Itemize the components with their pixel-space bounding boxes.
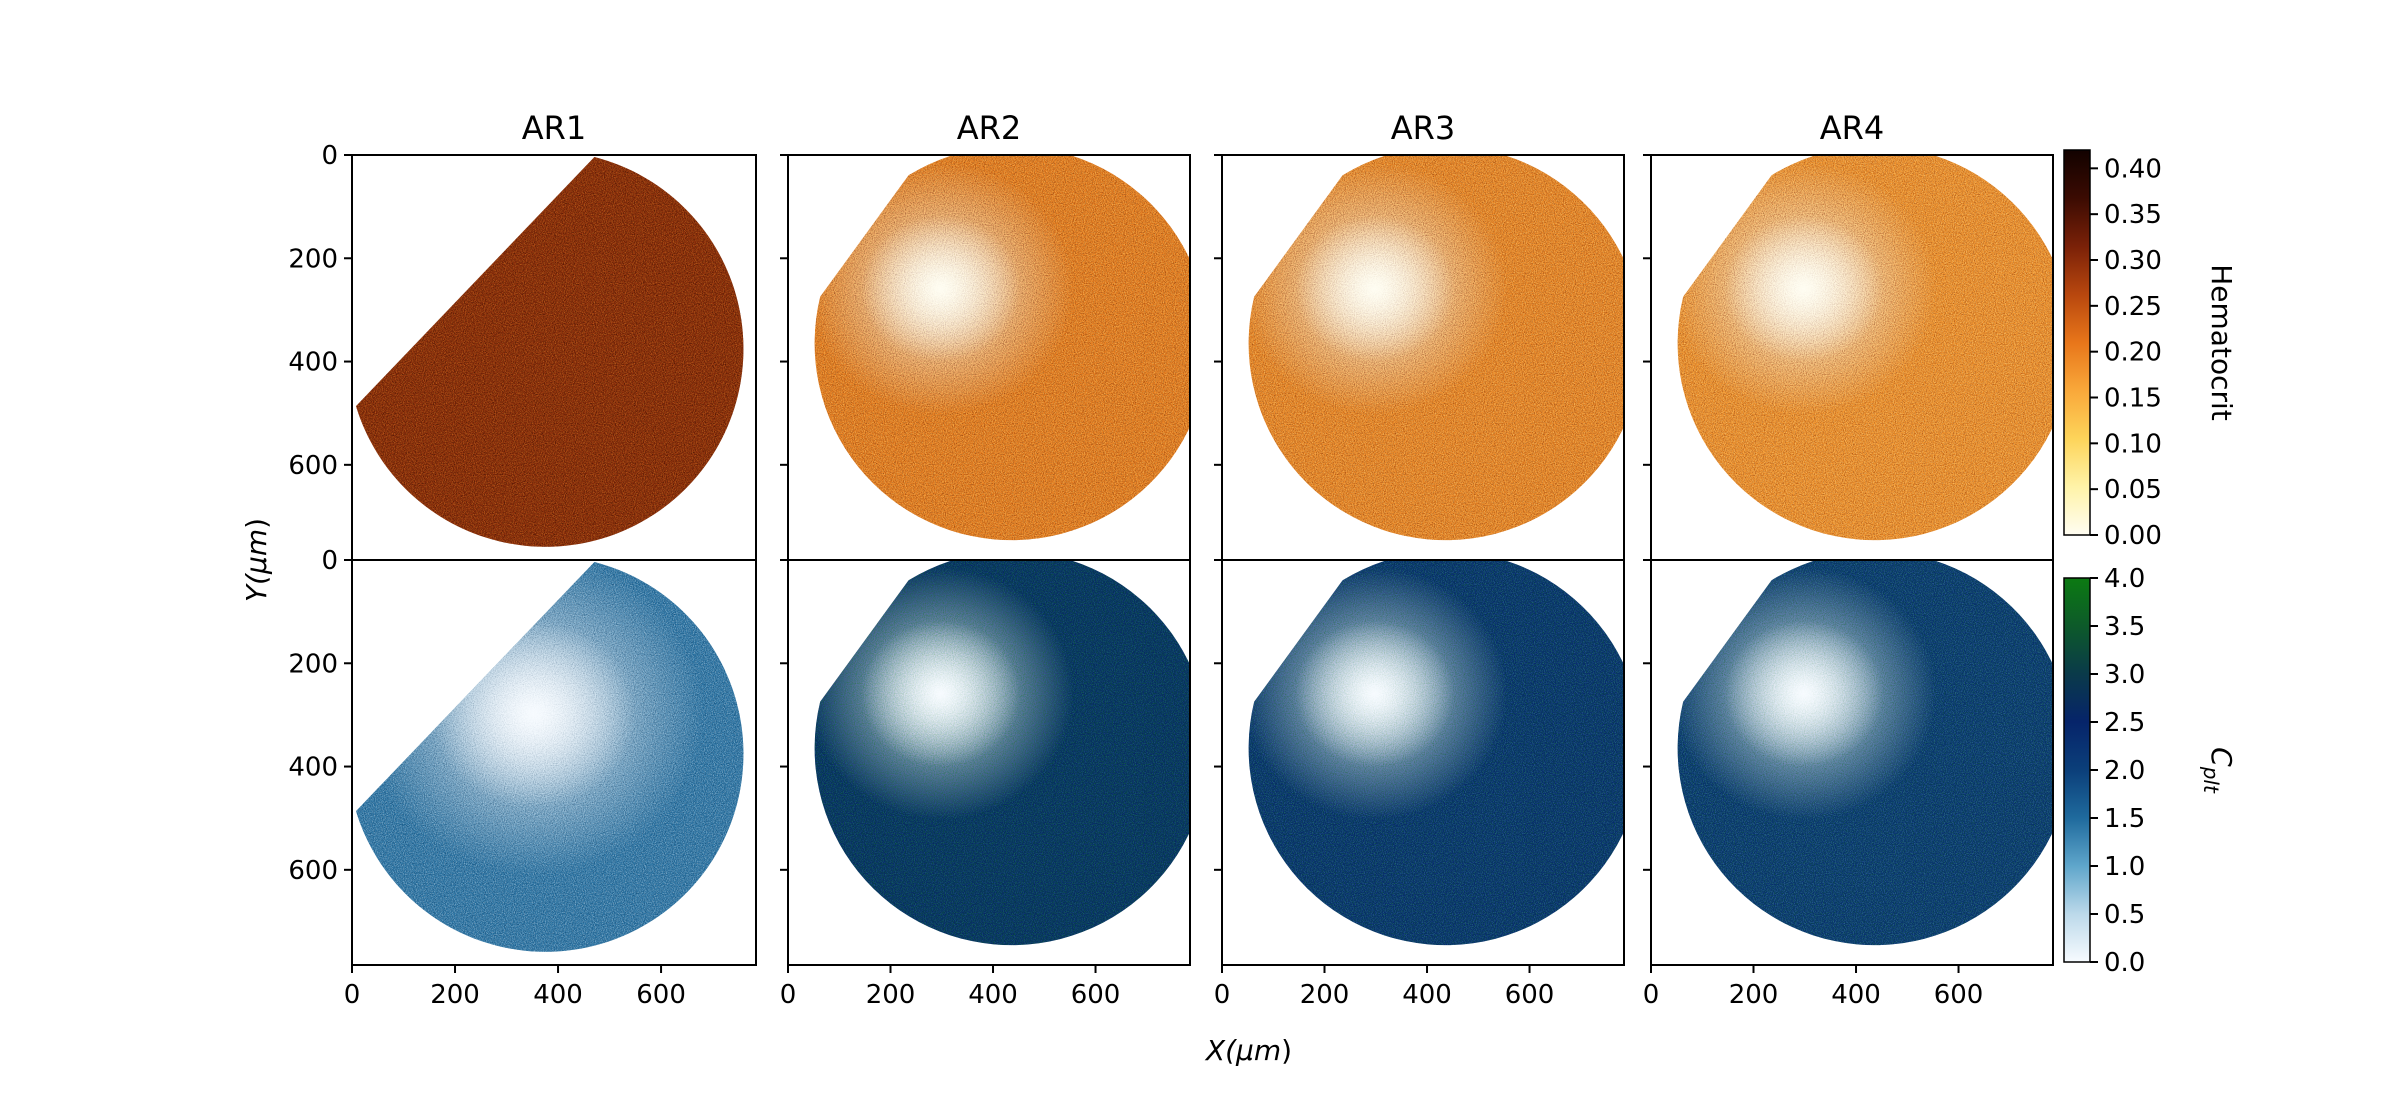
colorbar-tick-label: 4.0	[2104, 564, 2145, 594]
colorbar-tick-label: 2.0	[2104, 756, 2145, 786]
y-tick-label: 400	[288, 348, 338, 378]
colorbar-tick-label: 3.5	[2104, 612, 2145, 642]
colorbar-tick-label: 0.30	[2104, 246, 2162, 276]
panel-frame	[1221, 559, 1625, 966]
colorbar-tick-label: 1.0	[2104, 852, 2145, 882]
colorbar-tick-label: 0.0	[2104, 948, 2145, 978]
x-tick-label: 200	[1300, 980, 1350, 1010]
column-title-ar2: AR2	[957, 109, 1021, 147]
x-tick-label: 400	[1402, 980, 1452, 1010]
panel-ar1-cplt: 0 200 400 600 0 200 400 600	[288, 546, 757, 1010]
colorbar-tick-label: 0.40	[2104, 154, 2162, 184]
x-tick-label: 0	[1214, 980, 1231, 1010]
panel-frame	[787, 559, 1191, 966]
colorbar-tick-label: 0.25	[2104, 292, 2162, 322]
colorbar-tick-label: 0.10	[2104, 429, 2162, 459]
colorbar-hematocrit: 0.00 0.05 0.10 0.15 0.20 0.25 0.30 0.35 0.40 Hema…	[2063, 149, 2238, 551]
panel-ar3-hematocrit: AR3	[1214, 109, 1625, 561]
colorbar-tick-label: 0.20	[2104, 338, 2162, 368]
colorbar-tick-label: 0.35	[2104, 200, 2162, 230]
y-tick-label: 600	[288, 451, 338, 481]
y-axis-label: Y(μm)	[240, 518, 273, 602]
panel-ar2-cplt: 0 200 400 600	[780, 559, 1191, 1010]
column-title-ar1: AR1	[522, 109, 586, 147]
x-tick-label: 0	[1643, 980, 1660, 1010]
colorbar-tick-label: 2.5	[2104, 708, 2145, 738]
colorbar-tick-label: 3.0	[2104, 660, 2145, 690]
panel-ar4-hematocrit: AR4	[1643, 109, 2054, 561]
x-tick-label: 600	[1505, 980, 1555, 1010]
column-title-ar3: AR3	[1391, 109, 1455, 147]
column-title-ar4: AR4	[1820, 109, 1884, 147]
x-axis-label: X(μm)	[1204, 1034, 1292, 1067]
colorbar-cplt: 0.0 0.5 1.0 1.5 2.0 2.5 3.0 3.5 4.0 Cplt	[2063, 564, 2238, 978]
panel-frame	[351, 559, 757, 966]
x-tick-label: 200	[866, 980, 916, 1010]
panel-ar3-cplt: 0 200 400 600	[1214, 559, 1625, 1010]
x-tick-label: 600	[1071, 980, 1121, 1010]
colorbar-tick-label: 0.5	[2104, 900, 2145, 930]
y-tick-label: 0	[321, 546, 338, 576]
colorbar-tick-label: 0.15	[2104, 384, 2162, 414]
y-tick-label: 400	[288, 753, 338, 783]
x-tick-label: 200	[430, 980, 480, 1010]
y-tick-label: 600	[288, 856, 338, 886]
y-tick-label: 0	[321, 141, 338, 171]
x-tick-label: 400	[1831, 980, 1881, 1010]
x-tick-label: 400	[968, 980, 1018, 1010]
panel-ar2-hematocrit: AR2	[780, 109, 1191, 561]
x-tick-label: 200	[1729, 980, 1779, 1010]
x-tick-label: 0	[344, 980, 361, 1010]
colorbar-label-cplt: Cplt	[2199, 747, 2238, 794]
panel-ar4-cplt: 0 200 400 600	[1643, 559, 2054, 1010]
y-tick-label: 200	[288, 649, 338, 679]
panel-ar1-hematocrit: 0 200 400 600 AR1	[288, 109, 757, 561]
x-tick-label: 600	[636, 980, 686, 1010]
y-tick-label: 200	[288, 244, 338, 274]
colorbar-tick-label: 1.5	[2104, 804, 2145, 834]
colorbar-tick-label: 0.00	[2104, 521, 2162, 551]
panel-frame	[1650, 559, 2054, 966]
colorbar-label-hematocrit: Hematocrit	[2205, 264, 2238, 421]
x-tick-label: 600	[1934, 980, 1984, 1010]
colorbar-tick-label: 0.05	[2104, 475, 2162, 505]
x-tick-label: 400	[533, 980, 583, 1010]
x-tick-label: 0	[780, 980, 797, 1010]
